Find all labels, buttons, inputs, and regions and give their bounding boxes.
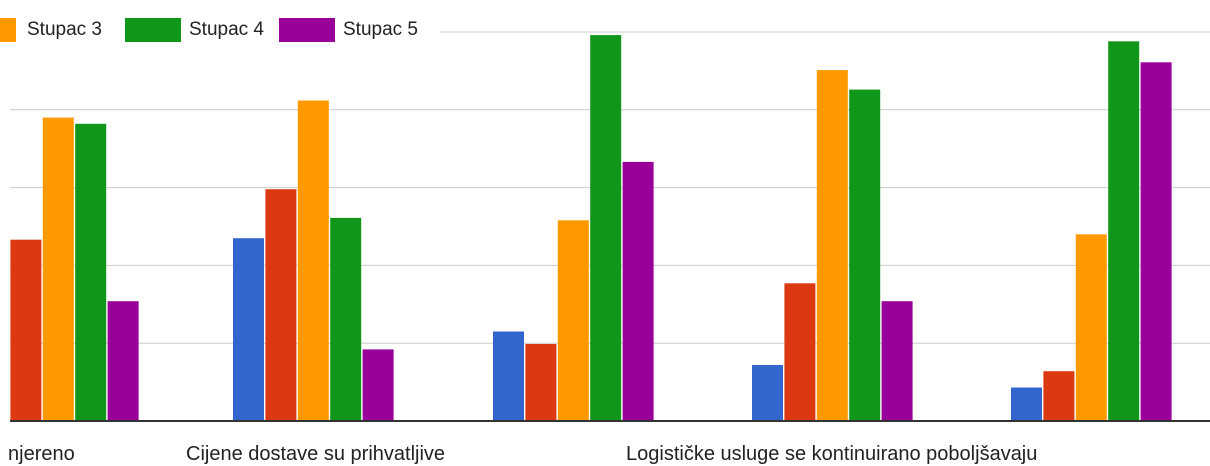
- bar-series-2-category-5[interactable]: [1043, 371, 1075, 421]
- legend-label-stupac-4: Stupac 4: [189, 19, 264, 40]
- bar-series-1-category-3[interactable]: [493, 331, 524, 422]
- bar-series-1-category-4[interactable]: [752, 365, 783, 421]
- bar-series-5-category-5[interactable]: [1140, 62, 1172, 422]
- bar-series-2-category-4[interactable]: [784, 283, 816, 421]
- bar-series-3-category-2[interactable]: [297, 100, 329, 422]
- legend-swatch-stupac-5: [279, 18, 335, 42]
- bar-series-3-category-5[interactable]: [1075, 234, 1107, 421]
- legend-label-stupac-3: Stupac 3: [27, 19, 102, 40]
- bar-series-4-category-2[interactable]: [330, 217, 362, 421]
- legend-label-stupac-5: Stupac 5: [343, 19, 418, 40]
- bar-series-4-category-4[interactable]: [849, 89, 881, 421]
- category-label-2: Cijene dostave su prihvatljive: [186, 443, 445, 465]
- bar-series-5-category-4[interactable]: [881, 301, 913, 421]
- bar-series-5-category-1[interactable]: [107, 301, 139, 421]
- bar-series-1-category-2[interactable]: [233, 238, 264, 421]
- bar-series-4-category-1[interactable]: [75, 123, 107, 422]
- bar-series-4-category-3[interactable]: [590, 35, 622, 421]
- bar-series-2-category-2[interactable]: [265, 189, 297, 421]
- bar-series-2-category-3[interactable]: [525, 344, 557, 421]
- bar-series-1-category-5[interactable]: [1011, 387, 1042, 422]
- category-label-4: Logističke usluge se kontinuirano pobolj…: [626, 443, 1037, 465]
- bar-series-4-category-5[interactable]: [1108, 41, 1140, 422]
- bar-series-3-category-1[interactable]: [42, 117, 74, 421]
- category-label-1: njereno: [8, 443, 75, 465]
- legend-swatch-stupac-4: [125, 18, 181, 42]
- bar-series-2-category-1[interactable]: [10, 239, 42, 421]
- bar-series-3-category-3[interactable]: [557, 220, 589, 421]
- bar-series-5-category-3[interactable]: [622, 161, 654, 421]
- bar-series-3-category-4[interactable]: [816, 70, 848, 421]
- bar-series-5-category-2[interactable]: [362, 349, 394, 421]
- legend-swatch-stupac-3: [0, 18, 16, 42]
